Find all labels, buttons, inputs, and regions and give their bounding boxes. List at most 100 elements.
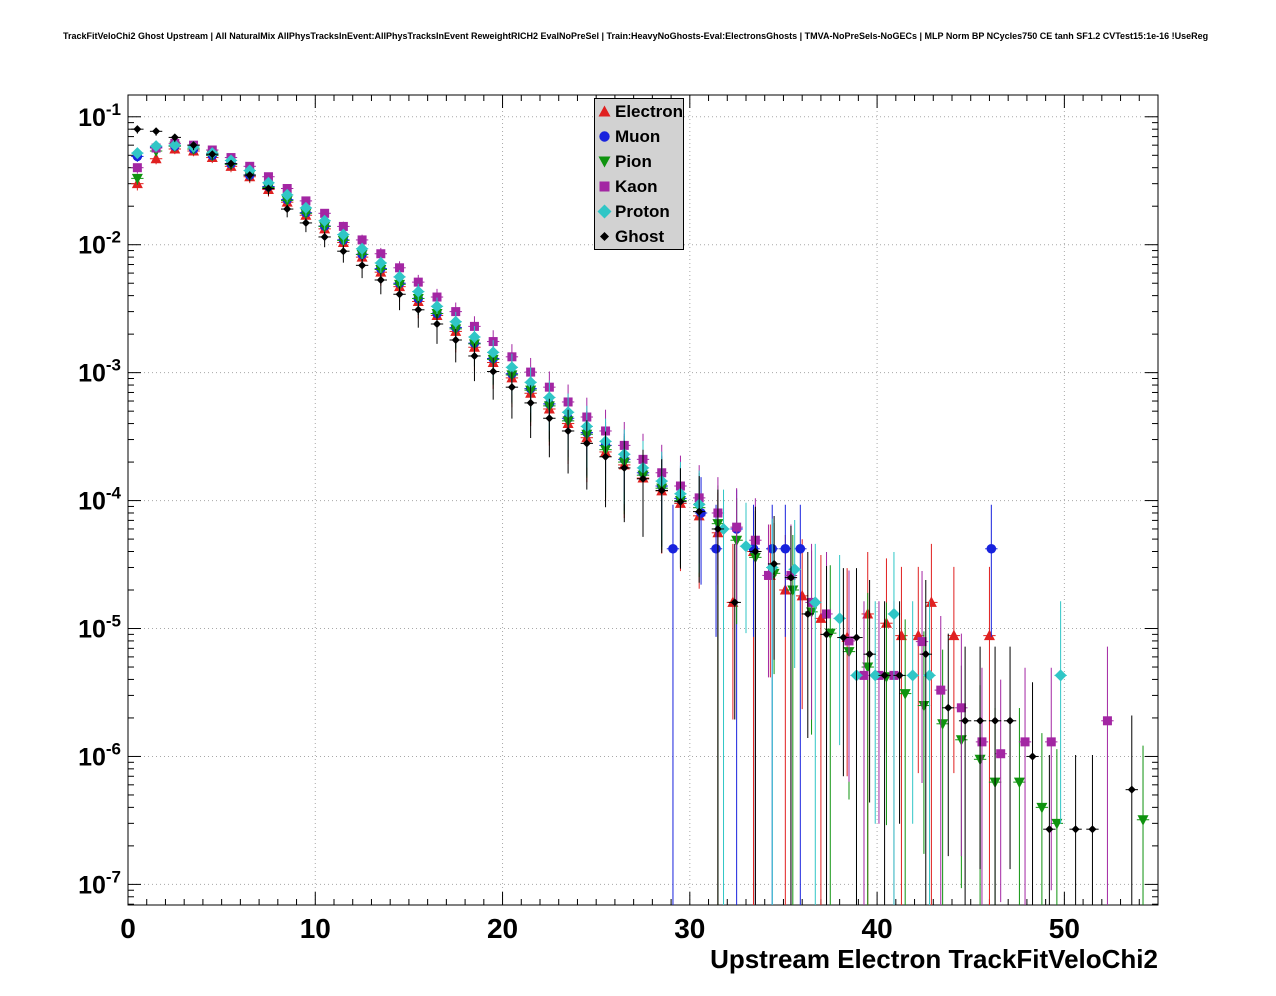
data-point-marker (991, 716, 1000, 725)
data-point (299, 201, 312, 214)
data-point (470, 351, 479, 360)
data-point-marker (395, 290, 404, 299)
data-point-marker (918, 701, 930, 712)
data-point-marker (1137, 815, 1149, 826)
muon-marker-icon (599, 131, 610, 142)
data-point (996, 749, 1006, 759)
data-point (676, 497, 685, 506)
data-point-marker (925, 596, 937, 607)
data-point-marker (243, 164, 256, 177)
data-point (150, 152, 162, 164)
data-point-marker (833, 612, 846, 625)
data-point (869, 669, 882, 682)
data-point-marker (977, 737, 987, 747)
data-point (711, 543, 721, 554)
data-point-marker (740, 540, 752, 553)
data-point (412, 285, 425, 298)
data-point-marker (1045, 825, 1054, 834)
data-point (956, 703, 966, 713)
data-point (862, 662, 874, 674)
data-point (395, 263, 405, 273)
x-axis-tick-label: 40 (862, 913, 893, 944)
data-point-marker (468, 330, 481, 343)
data-point-marker (809, 596, 822, 609)
data-point (1045, 825, 1054, 834)
data-point (374, 256, 387, 269)
data-point-marker (803, 609, 812, 618)
data-point-marker (545, 414, 554, 423)
data-point (451, 335, 460, 344)
legend: Electron Muon Pion Kaon Proton Ghost (594, 98, 684, 250)
data-point (1006, 716, 1015, 725)
data-point (788, 563, 801, 576)
data-point-marker (601, 452, 610, 461)
data-point (1013, 777, 1025, 789)
data-point (639, 474, 647, 483)
data-point (414, 305, 423, 314)
data-point-marker (895, 671, 904, 680)
data-point-marker (887, 607, 900, 620)
data-point-marker (301, 196, 311, 206)
data-point-marker (263, 172, 273, 182)
data-point (264, 184, 273, 193)
data-point-marker (358, 261, 367, 270)
data-point-marker (356, 242, 369, 255)
data-point-marker (844, 636, 854, 646)
legend-entry-electron: Electron (595, 99, 683, 124)
data-point-marker (620, 463, 629, 472)
data-point (937, 719, 949, 730)
data-point-marker (543, 391, 556, 404)
data-point (991, 716, 1000, 725)
data-point-marker (433, 320, 441, 329)
data-point (487, 346, 500, 359)
data-point-marker (923, 669, 936, 682)
legend-label: Proton (615, 201, 670, 221)
data-point (543, 391, 556, 404)
data-point-marker (822, 630, 831, 639)
x-axis-title: Upstream Electron TrackFitVeloChi2 (710, 944, 1158, 974)
data-point-marker (451, 335, 460, 344)
data-point-marker (996, 749, 1006, 759)
x-axis-tick-label: 0 (120, 913, 136, 944)
data-point (376, 275, 385, 284)
data-point (170, 133, 179, 142)
data-point (657, 486, 666, 495)
data-point-marker (1020, 737, 1030, 747)
data-point-marker (524, 376, 537, 389)
data-point (393, 270, 406, 283)
y-axis-tick-label: 10-3 (78, 356, 121, 388)
data-point-marker (376, 275, 385, 284)
data-point (921, 650, 930, 659)
data-point (887, 607, 900, 620)
data-point (507, 383, 516, 392)
data-point-marker (282, 184, 292, 194)
series-pion (131, 141, 1150, 905)
y-axis-tick-label: 10-2 (78, 228, 121, 260)
data-point-marker (780, 543, 791, 554)
data-point-marker (944, 703, 953, 712)
data-point-marker (395, 263, 405, 273)
y-axis-tick-label: 10-1 (78, 100, 121, 132)
legend-entry-pion: Pion (595, 149, 683, 174)
data-point-marker (374, 256, 387, 269)
data-point-marker (133, 125, 142, 134)
data-point-marker (131, 147, 144, 160)
data-point (168, 139, 181, 152)
data-point (1088, 825, 1097, 834)
legend-label: Ghost (615, 226, 665, 246)
data-point-marker (713, 524, 722, 533)
data-point (376, 249, 386, 259)
data-point-marker (338, 221, 348, 231)
data-point (320, 232, 329, 241)
data-point-marker (170, 133, 179, 142)
data-point-marker (339, 247, 348, 256)
data-point-marker (869, 669, 882, 682)
data-point (526, 398, 535, 407)
data-point-marker (906, 669, 919, 682)
data-point (809, 596, 822, 609)
data-point-marker (730, 598, 739, 607)
data-point-marker (301, 218, 310, 227)
gridlines (128, 95, 1158, 905)
data-point-marker (505, 361, 518, 374)
data-point-marker (895, 629, 907, 641)
